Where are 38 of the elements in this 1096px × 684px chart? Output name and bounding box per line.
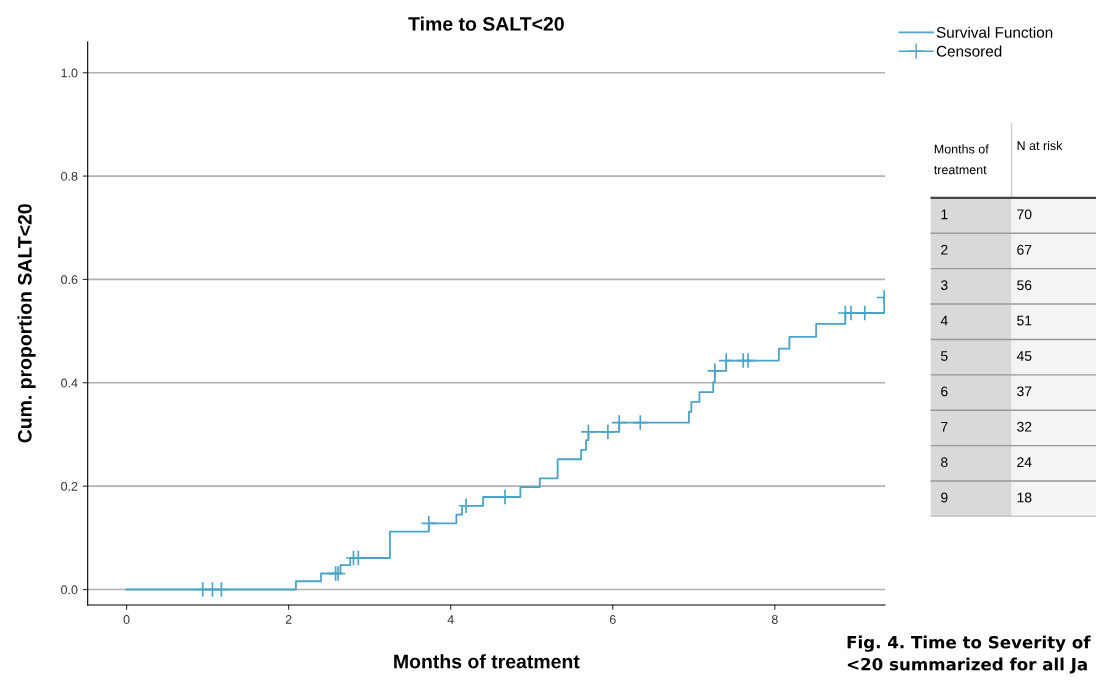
legend-label: Censored xyxy=(936,45,1002,57)
text: Months of treatment xyxy=(934,144,989,175)
x-tick-label: 4 xyxy=(447,615,454,624)
text: 9 xyxy=(941,492,948,503)
text: 45 xyxy=(1016,351,1032,361)
y-axis-title: Cum. proportion SALT<20 xyxy=(17,204,36,443)
text: 2 xyxy=(941,244,948,255)
x-axis-title: Months of treatment xyxy=(394,654,580,669)
text: 24 xyxy=(1017,457,1032,467)
text: 6 xyxy=(941,386,948,397)
text: 32 xyxy=(1017,421,1032,432)
y-tick-label: 1.0 xyxy=(61,68,78,78)
text: 67 xyxy=(1017,244,1032,255)
chart-title: Time to SALT<20 xyxy=(408,16,564,31)
y-tick-label: 0.8 xyxy=(61,171,78,181)
caption: Fig. 4. Time to Severity of xyxy=(847,635,1091,652)
y-tick-label: 0.4 xyxy=(61,378,78,388)
y-tick-label: 0.6 xyxy=(61,275,78,285)
text: 51 xyxy=(1017,315,1032,326)
text: <20 summarized for all Ja xyxy=(847,657,1087,674)
text: 7 xyxy=(941,421,948,432)
text: N at risk xyxy=(1017,140,1063,151)
x-tick-label: 8 xyxy=(771,615,778,624)
text: 4 xyxy=(940,315,948,326)
text: 5 xyxy=(940,351,948,361)
x-tick-label: 2 xyxy=(285,615,292,624)
text: 56 xyxy=(1017,280,1032,291)
x-tick-label: 0 xyxy=(123,615,130,624)
y-tick-label: 0.2 xyxy=(61,481,78,491)
text: 70 xyxy=(1017,209,1032,220)
x-tick-label: 6 xyxy=(609,615,616,624)
text: 1 xyxy=(941,209,948,220)
text: 8 xyxy=(941,457,948,468)
legend-label: Survival Function xyxy=(936,26,1053,38)
text: 3 xyxy=(940,280,948,291)
y-tick-label: 0.0 xyxy=(61,585,78,595)
text: 37 xyxy=(1017,386,1032,397)
text: 18 xyxy=(1017,492,1032,503)
